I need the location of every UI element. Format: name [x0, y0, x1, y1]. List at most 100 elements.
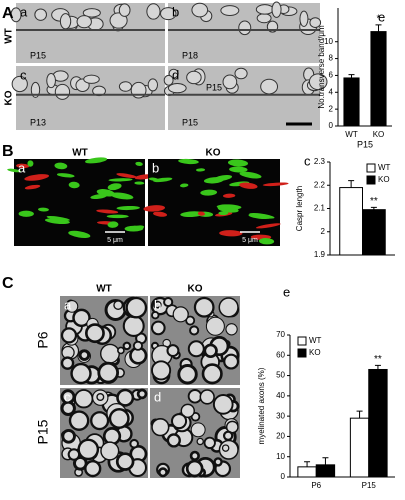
axon: [221, 444, 230, 452]
legend-label: WT: [378, 163, 391, 172]
image-letter: b: [152, 160, 159, 175]
bar: [362, 209, 386, 256]
loop: [118, 81, 133, 92]
axon: [122, 314, 145, 337]
axon: [203, 343, 218, 359]
image-letter: d: [172, 67, 179, 82]
y-tick-label: 20: [276, 432, 285, 441]
loop: [222, 74, 238, 90]
stain: [135, 161, 143, 166]
y-tick-label: 0: [329, 121, 334, 130]
loop: [11, 75, 28, 93]
loop: [109, 12, 128, 29]
loop: [299, 10, 309, 27]
loop: [309, 17, 322, 28]
column-label: WT: [72, 148, 88, 159]
axon: [65, 300, 79, 313]
stain: [68, 230, 91, 238]
row-label: KO: [4, 90, 15, 105]
loop: [118, 3, 131, 17]
y-tick-label: 40: [276, 391, 285, 400]
y-tick-label: 6: [329, 71, 334, 80]
loop: [234, 67, 248, 80]
axon: [132, 340, 143, 351]
axon: [97, 361, 120, 384]
stain: [153, 211, 168, 217]
loop: [220, 5, 240, 16]
axon: [222, 430, 234, 441]
y-tick-label: 2: [329, 104, 334, 113]
axon: [157, 467, 168, 478]
loop: [34, 8, 47, 21]
axon: [102, 427, 122, 446]
axon: [84, 459, 102, 478]
image-letter: a: [20, 4, 28, 19]
stain: [258, 238, 275, 245]
axon: [74, 389, 94, 409]
error-bar: [322, 457, 329, 465]
significance: **: [370, 196, 378, 207]
significance: **: [374, 354, 382, 365]
stain: [153, 177, 173, 183]
axon: [201, 363, 223, 385]
axon: [213, 457, 223, 467]
bar: [297, 466, 317, 478]
panel-letter: e: [283, 284, 290, 299]
loop: [83, 74, 100, 84]
axon: [196, 437, 204, 446]
image-letter: b: [154, 297, 161, 312]
axon: [151, 310, 160, 320]
panel-letter: B: [2, 143, 14, 160]
axon: [166, 344, 180, 358]
axon: [113, 300, 124, 310]
loop: [147, 78, 159, 92]
axon: [60, 327, 78, 344]
stain: [68, 181, 80, 189]
stain: [18, 210, 34, 217]
panel-letter: e: [378, 9, 385, 24]
panel-letter: A: [2, 5, 14, 22]
y-tick-label: 2.3: [314, 157, 326, 166]
y-tick-label: 2.1: [314, 204, 326, 213]
axon: [177, 364, 198, 385]
stain: [218, 211, 229, 216]
loop: [191, 2, 209, 18]
axon: [218, 297, 239, 318]
y-tick-label: 1.9: [314, 250, 326, 259]
axon: [151, 360, 172, 381]
axon: [185, 315, 196, 326]
loop: [30, 81, 41, 98]
significance: *: [377, 13, 381, 24]
image-label: P15: [182, 117, 198, 127]
image-letter: c: [64, 389, 71, 404]
stain: [197, 211, 205, 216]
loop: [260, 78, 279, 95]
axon: [193, 296, 215, 318]
error-bar: [375, 24, 382, 32]
x-tick-label: P15: [362, 481, 377, 490]
stain: [239, 182, 258, 189]
stain: [96, 209, 119, 214]
axon: [225, 323, 238, 336]
stain: [108, 178, 133, 182]
loop: [59, 13, 72, 30]
stain: [56, 173, 75, 178]
axon: [60, 356, 75, 370]
image-letter: c: [20, 67, 27, 82]
axon: [85, 323, 105, 344]
stain: [180, 211, 204, 218]
stain: [249, 212, 275, 219]
axon: [70, 362, 92, 385]
axon: [151, 418, 170, 437]
image-label: P18: [182, 50, 198, 60]
axon: [185, 459, 204, 478]
loop: [160, 7, 177, 21]
loop: [186, 70, 202, 85]
loop: [271, 1, 282, 18]
axon: [60, 400, 76, 417]
axon: [122, 341, 132, 351]
axon: [172, 306, 189, 323]
stain: [107, 183, 122, 191]
